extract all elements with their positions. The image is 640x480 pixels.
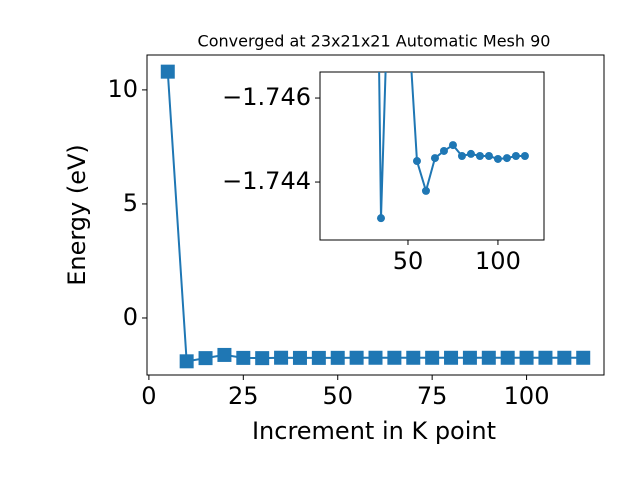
marker xyxy=(376,214,385,223)
y-axis-label: Energy (eV) xyxy=(63,144,91,286)
y-tick-label: 0 xyxy=(123,303,138,331)
marker xyxy=(349,350,364,365)
x-tick-label: 100 xyxy=(504,382,550,410)
marker xyxy=(439,146,448,155)
marker xyxy=(236,350,251,365)
marker xyxy=(255,351,270,366)
marker xyxy=(557,350,572,365)
marker xyxy=(466,149,475,158)
marker xyxy=(448,141,457,150)
marker xyxy=(484,152,493,160)
marker xyxy=(311,350,326,365)
x-tick-label: 100 xyxy=(475,247,521,275)
marker xyxy=(520,152,529,160)
marker xyxy=(475,152,484,160)
chart-title: Converged at 23x21x21 Automatic Mesh 90 xyxy=(198,32,551,51)
marker xyxy=(274,350,289,365)
marker xyxy=(511,152,520,160)
marker xyxy=(576,350,591,365)
marker xyxy=(217,347,232,362)
marker xyxy=(493,154,502,163)
marker xyxy=(179,354,194,369)
y-tick-label: 5 xyxy=(123,189,138,217)
marker xyxy=(421,186,430,195)
y-tick-label: −1.746 xyxy=(222,83,311,111)
marker xyxy=(481,350,496,365)
marker xyxy=(502,154,511,163)
y-tick-label: −1.744 xyxy=(222,167,311,195)
marker xyxy=(412,157,421,166)
marker xyxy=(406,350,421,365)
marker xyxy=(368,350,383,365)
x-axis-label: Increment in K point xyxy=(252,417,496,445)
x-tick-label: 25 xyxy=(228,382,259,410)
x-tick-label: 50 xyxy=(322,382,353,410)
marker xyxy=(462,350,477,365)
marker xyxy=(500,350,515,365)
marker xyxy=(444,350,459,365)
marker xyxy=(425,350,440,365)
x-tick-label: 75 xyxy=(417,382,448,410)
marker xyxy=(519,350,534,365)
marker xyxy=(387,350,402,365)
marker xyxy=(330,350,345,365)
marker xyxy=(430,154,439,163)
marker xyxy=(160,64,175,79)
y-tick-label: 10 xyxy=(107,75,138,103)
series xyxy=(376,10,529,223)
marker xyxy=(404,10,412,18)
x-tick-label: 0 xyxy=(141,382,156,410)
marker xyxy=(538,350,553,365)
marker xyxy=(457,152,466,160)
marker xyxy=(198,351,213,366)
marker xyxy=(292,350,307,365)
x-tick-label: 50 xyxy=(393,247,424,275)
series xyxy=(160,64,591,369)
